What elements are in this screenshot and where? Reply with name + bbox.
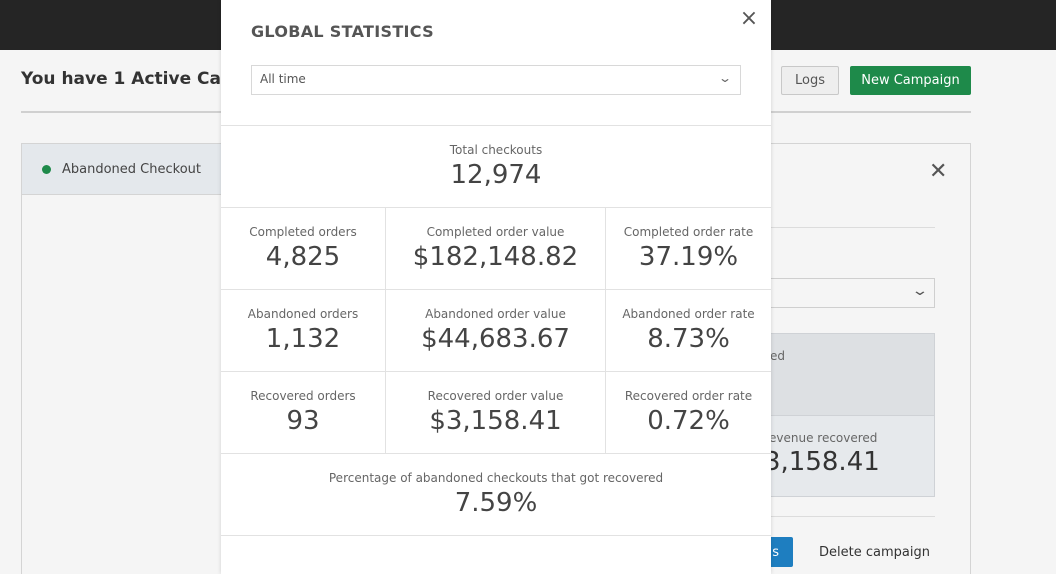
panel-divider-bottom	[770, 516, 935, 517]
abandoned-orders-stat: Abandoned orders 1,132	[221, 290, 386, 371]
completed-order-rate-stat: Completed order rate 37.19%	[606, 208, 771, 289]
revenue-recovered-label: evenue recovered	[769, 431, 878, 445]
stats-grid: Total checkouts 12,974 Completed orders …	[221, 125, 771, 536]
time-range-select[interactable]: All time ⌄	[251, 65, 741, 95]
chevron-down-icon: ⌄	[911, 283, 929, 299]
recovered-orders-stat: Recovered orders 93	[221, 372, 386, 453]
delete-campaign-link[interactable]: Delete campaign	[819, 545, 930, 560]
revenue-recovered-value: 3,158.41	[764, 447, 880, 477]
chevron-down-icon: ⌄	[717, 71, 733, 85]
stat-label: Abandoned order rate	[622, 307, 755, 321]
stat-label: Abandoned orders	[247, 307, 359, 321]
campaign-tab[interactable]: Abandoned Checkout	[22, 144, 222, 195]
stat-label: Completed order rate	[623, 225, 754, 239]
new-campaign-button[interactable]: New Campaign	[850, 66, 971, 95]
stat-value: 0.72%	[647, 406, 730, 436]
stat-value: 1,132	[265, 324, 341, 354]
completed-order-value-stat: Completed order value $182,148.82	[386, 208, 606, 289]
abandoned-order-value-stat: Abandoned order value $44,683.67	[386, 290, 606, 371]
panel-stat-box	[740, 333, 935, 416]
modal-title: GLOBAL STATISTICS	[251, 22, 434, 41]
recovered-percentage-stat: Percentage of abandoned checkouts that g…	[221, 454, 771, 536]
abandoned-stats-row: Abandoned orders 1,132 Abandoned order v…	[221, 290, 771, 372]
stat-label: Recovered order value	[427, 389, 564, 403]
stat-value: $182,148.82	[412, 242, 579, 272]
stat-value: $44,683.67	[421, 324, 570, 354]
recovered-order-value-stat: Recovered order value $3,158.41	[386, 372, 606, 453]
global-statistics-modal: GLOBAL STATISTICS × All time ⌄ Total che…	[221, 0, 771, 574]
time-range-value: All time	[260, 72, 306, 86]
abandoned-order-rate-stat: Abandoned order rate 8.73%	[606, 290, 771, 371]
stat-label: Recovered orders	[250, 389, 356, 403]
logs-button[interactable]: Logs	[781, 66, 839, 95]
stat-value: 37.19%	[638, 242, 739, 272]
panel-select[interactable]	[740, 278, 935, 308]
stat-label: Recovered order rate	[624, 389, 753, 403]
completed-stats-row: Completed orders 4,825 Completed order v…	[221, 208, 771, 290]
stat-label: Completed orders	[249, 225, 357, 239]
stat-value: 8.73%	[647, 324, 730, 354]
stat-value: 12,974	[450, 160, 542, 190]
stat-value: 7.59%	[454, 488, 538, 518]
stat-label: Percentage of abandoned checkouts that g…	[328, 471, 664, 485]
campaign-name: Abandoned Checkout	[62, 161, 201, 177]
status-dot-icon	[42, 164, 51, 174]
stat-label: Completed order value	[426, 225, 565, 239]
stat-label: Abandoned order value	[425, 307, 566, 321]
stat-value: $3,158.41	[429, 406, 562, 436]
page-heading: You have 1 Active Camp	[21, 69, 251, 89]
panel-stat-label: ed	[770, 349, 785, 363]
stat-value: 93	[286, 406, 320, 436]
panel-close-icon[interactable]: ✕	[929, 159, 948, 184]
total-checkouts-stat: Total checkouts 12,974	[221, 126, 771, 208]
revenue-recovered-box	[740, 415, 935, 497]
recovered-order-rate-stat: Recovered order rate 0.72%	[606, 372, 771, 453]
completed-orders-stat: Completed orders 4,825	[221, 208, 386, 289]
stat-value: 4,825	[265, 242, 341, 272]
close-icon[interactable]: ×	[739, 6, 759, 31]
panel-divider	[770, 227, 935, 228]
recovered-stats-row: Recovered orders 93 Recovered order valu…	[221, 372, 771, 454]
stat-label: Total checkouts	[449, 143, 543, 157]
